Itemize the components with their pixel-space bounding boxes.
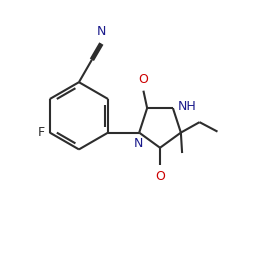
Text: F: F: [38, 126, 45, 139]
Text: N: N: [97, 25, 106, 38]
Text: O: O: [138, 73, 148, 86]
Text: N: N: [133, 137, 142, 150]
Text: NH: NH: [177, 100, 195, 113]
Text: O: O: [154, 170, 164, 183]
